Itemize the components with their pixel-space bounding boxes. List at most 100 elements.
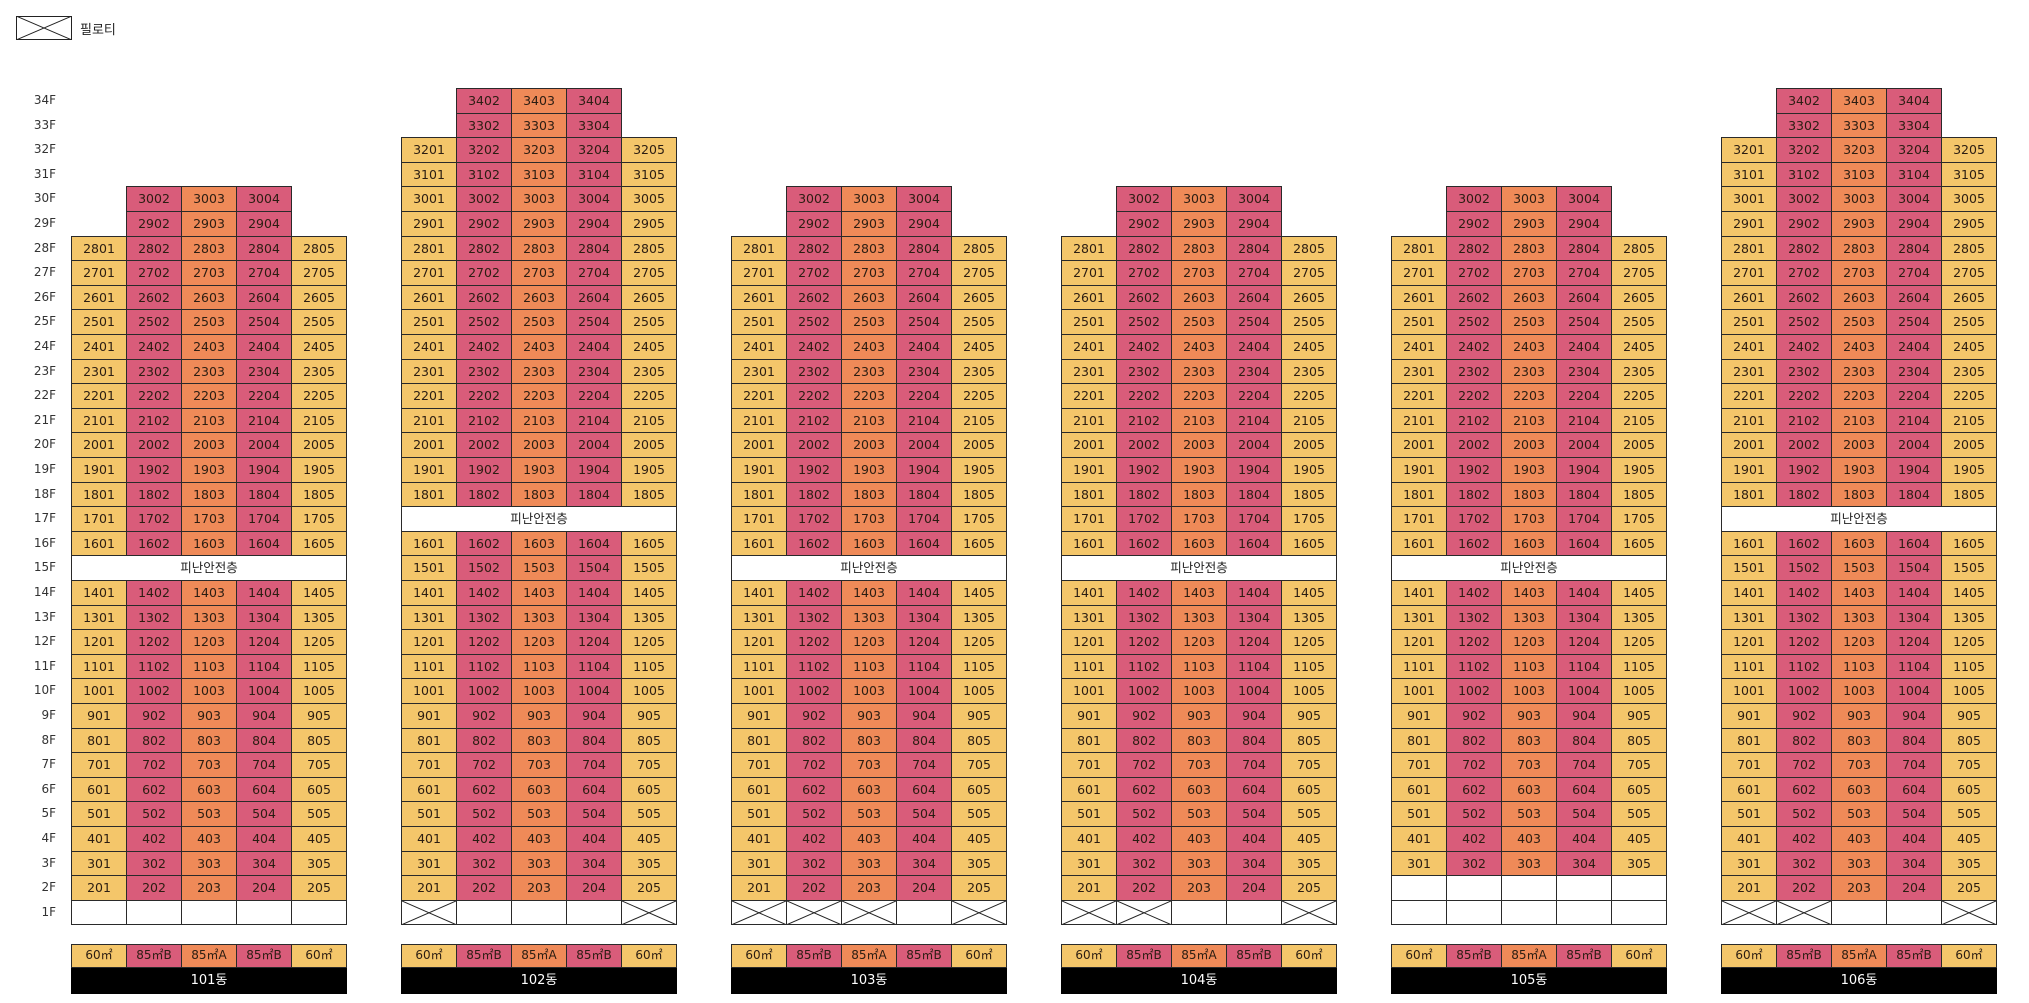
unit-cell: 2205: [621, 383, 677, 409]
pilotis-icon: [952, 900, 1006, 925]
unit-cell: 1405: [291, 580, 347, 606]
unit-cell: 2003: [1501, 432, 1557, 458]
unit-cell: 2501: [1721, 309, 1777, 335]
floor-label: 17F: [33, 511, 56, 526]
unit-cell: 2402: [786, 334, 842, 360]
unit-cell: 2805: [1611, 235, 1667, 262]
unit-cell: 404: [1226, 826, 1282, 852]
unit-type-cell: 60㎡: [71, 944, 127, 968]
unit-cell: 1605: [1611, 530, 1667, 557]
unit-cell: 202: [1776, 875, 1832, 901]
unit-cell: 2005: [1611, 432, 1667, 458]
unit-cell: 2705: [1281, 260, 1337, 286]
unit-cell: 505: [621, 801, 677, 827]
unit-cell: 2605: [1611, 284, 1667, 311]
unit-cell: 2904: [236, 211, 292, 237]
unit-cell: 2601: [1721, 284, 1777, 311]
unit-cell: 1005: [1281, 678, 1337, 704]
unit-cell: 902: [1776, 703, 1832, 729]
pilotis-cell: [951, 899, 1007, 926]
unit-cell: 3003: [1501, 186, 1557, 212]
unit-cell: 505: [1941, 801, 1997, 827]
unit-cell: 605: [621, 776, 677, 803]
unit-cell: 703: [1501, 752, 1557, 778]
unit-cell: 1402: [1446, 580, 1502, 606]
unit-cell: 1305: [1281, 604, 1337, 631]
unit-cell: 903: [511, 703, 567, 729]
unit-cell: 303: [1831, 850, 1887, 877]
unit-cell: 1104: [566, 653, 622, 680]
unit-cell: 1202: [786, 629, 842, 655]
unit-cell: 2302: [1116, 358, 1172, 385]
unit-cell: 1602: [126, 530, 182, 557]
unit-cell: 1101: [1721, 653, 1777, 680]
unit-cell: 505: [1281, 801, 1337, 827]
unit-cell: 904: [1556, 703, 1612, 729]
unit-cell: 1605: [1281, 530, 1337, 557]
unit-cell: 804: [1226, 727, 1282, 754]
unit-cell: 1902: [786, 457, 842, 483]
unit-cell: 2705: [1941, 260, 1997, 286]
building-name: 106동: [1721, 968, 1997, 994]
unit-cell: 703: [1171, 752, 1227, 778]
unit-cell: 1802: [1446, 481, 1502, 508]
floor-label: 13F: [33, 609, 56, 624]
unit-cell: 605: [1611, 776, 1667, 803]
unit-cell: 703: [1831, 752, 1887, 778]
unit-cell: 601: [71, 776, 127, 803]
unit-cell: 2002: [786, 432, 842, 458]
unit-cell: 305: [1611, 850, 1667, 877]
unit-cell: 2902: [786, 211, 842, 237]
empty-cell: [1556, 899, 1612, 926]
unit-cell: 1805: [621, 481, 677, 508]
unit-type-cell: 85㎡B: [786, 944, 842, 968]
unit-cell: 1605: [291, 530, 347, 557]
unit-cell: 3204: [1886, 137, 1942, 163]
unit-cell: 201: [1721, 875, 1777, 901]
unit-cell: 1402: [786, 580, 842, 606]
unit-cell: 504: [1886, 801, 1942, 827]
unit-cell: 1601: [401, 530, 457, 557]
unit-cell: 2304: [896, 358, 952, 385]
unit-cell: 203: [1831, 875, 1887, 901]
unit-cell: 2105: [1611, 407, 1667, 434]
unit-cell: 701: [1391, 752, 1447, 778]
unit-cell: 2402: [126, 334, 182, 360]
unit-cell: 2603: [181, 284, 237, 311]
unit-cell: 205: [1281, 875, 1337, 901]
unit-cell: 2204: [566, 383, 622, 409]
unit-cell: 1404: [236, 580, 292, 606]
unit-type-cell: 60㎡: [621, 944, 677, 968]
unit-type-cell: 85㎡B: [126, 944, 182, 968]
unit-cell: 304: [896, 850, 952, 877]
unit-cell: 2203: [1171, 383, 1227, 409]
unit-cell: 2902: [126, 211, 182, 237]
unit-cell: 2404: [566, 334, 622, 360]
unit-cell: 2405: [1941, 334, 1997, 360]
unit-cell: 2203: [1501, 383, 1557, 409]
unit-type-cell: 85㎡B: [1556, 944, 1612, 968]
unit-cell: 205: [951, 875, 1007, 901]
unit-cell: 702: [456, 752, 512, 778]
unit-cell: 1004: [896, 678, 952, 704]
building-name: 105동: [1391, 968, 1667, 994]
unit-cell: 503: [1831, 801, 1887, 827]
unit-cell: 1301: [1391, 604, 1447, 631]
unit-cell: 1603: [841, 530, 897, 557]
unit-cell: 2602: [1776, 284, 1832, 311]
floor-label: 4F: [41, 831, 56, 845]
unit-cell: 1005: [951, 678, 1007, 704]
unit-cell: 504: [566, 801, 622, 827]
unit-cell: 2505: [1941, 309, 1997, 335]
unit-type-cell: 85㎡B: [1116, 944, 1172, 968]
unit-cell: 2702: [1116, 260, 1172, 286]
empty-cell: [566, 899, 622, 926]
unit-cell: 705: [291, 752, 347, 778]
unit-cell: 3404: [1886, 88, 1942, 114]
unit-cell: 2404: [236, 334, 292, 360]
unit-cell: 2204: [896, 383, 952, 409]
unit-cell: 1205: [1941, 629, 1997, 655]
unit-cell: 2403: [181, 334, 237, 360]
pilotis-legend-icon: [16, 16, 72, 40]
unit-cell: 1401: [1061, 580, 1117, 606]
